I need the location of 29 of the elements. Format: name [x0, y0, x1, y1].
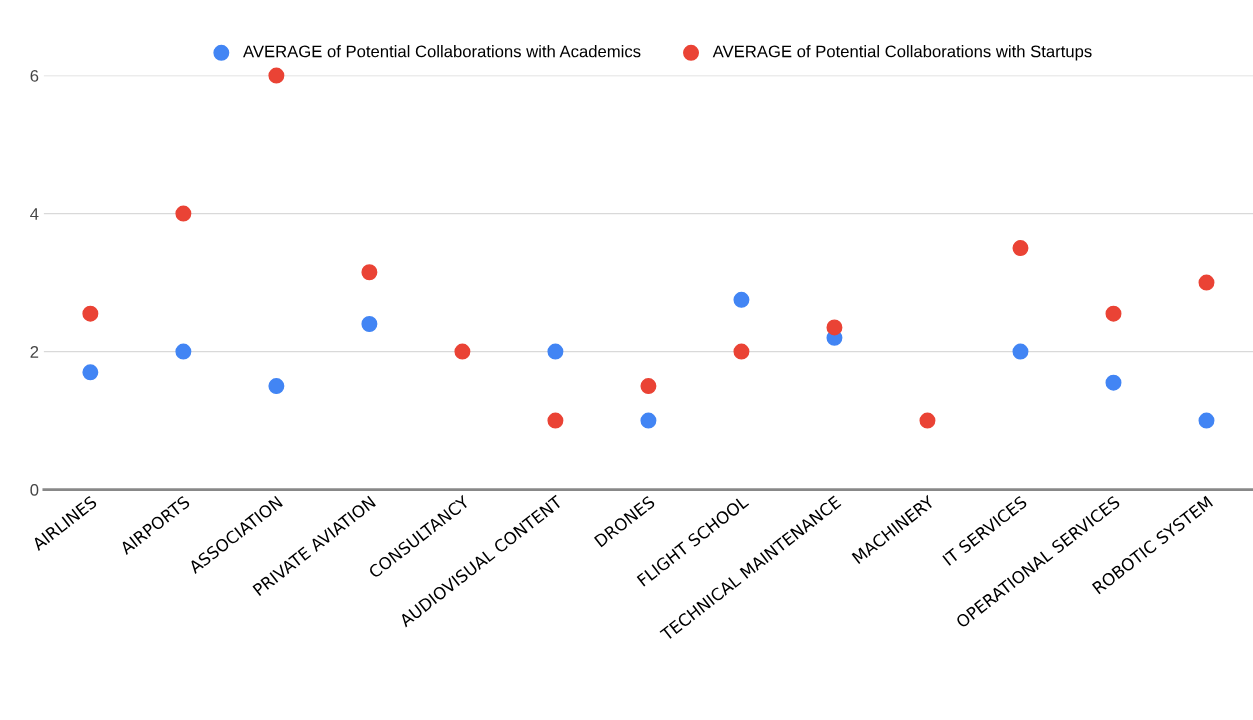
point	[361, 264, 378, 281]
point	[1012, 240, 1029, 257]
point	[640, 412, 657, 429]
point	[268, 67, 285, 84]
point	[82, 305, 99, 322]
point	[268, 378, 285, 395]
legend-label: AVERAGE of Potential Collaborations with Academics	[243, 45, 641, 58]
point	[175, 343, 192, 360]
point	[1105, 374, 1122, 391]
point	[1198, 412, 1215, 429]
y-tick-label: 6	[30, 70, 39, 82]
legend-label: AVERAGE of Potential Collaborations with Startups	[712, 45, 1092, 61]
point	[1105, 305, 1122, 322]
point	[640, 378, 657, 395]
y-tick-label: 4	[30, 208, 39, 220]
y-tick-label: 2	[30, 346, 39, 358]
point	[175, 205, 192, 222]
point	[733, 291, 750, 308]
point	[361, 316, 378, 332]
y-tick-label: 0	[30, 484, 39, 496]
point	[454, 343, 471, 360]
point	[1198, 274, 1215, 291]
point	[82, 364, 99, 381]
point	[919, 412, 936, 429]
point	[547, 412, 564, 429]
point	[547, 343, 564, 360]
point	[826, 319, 843, 336]
point	[733, 343, 750, 360]
point	[1012, 343, 1029, 360]
